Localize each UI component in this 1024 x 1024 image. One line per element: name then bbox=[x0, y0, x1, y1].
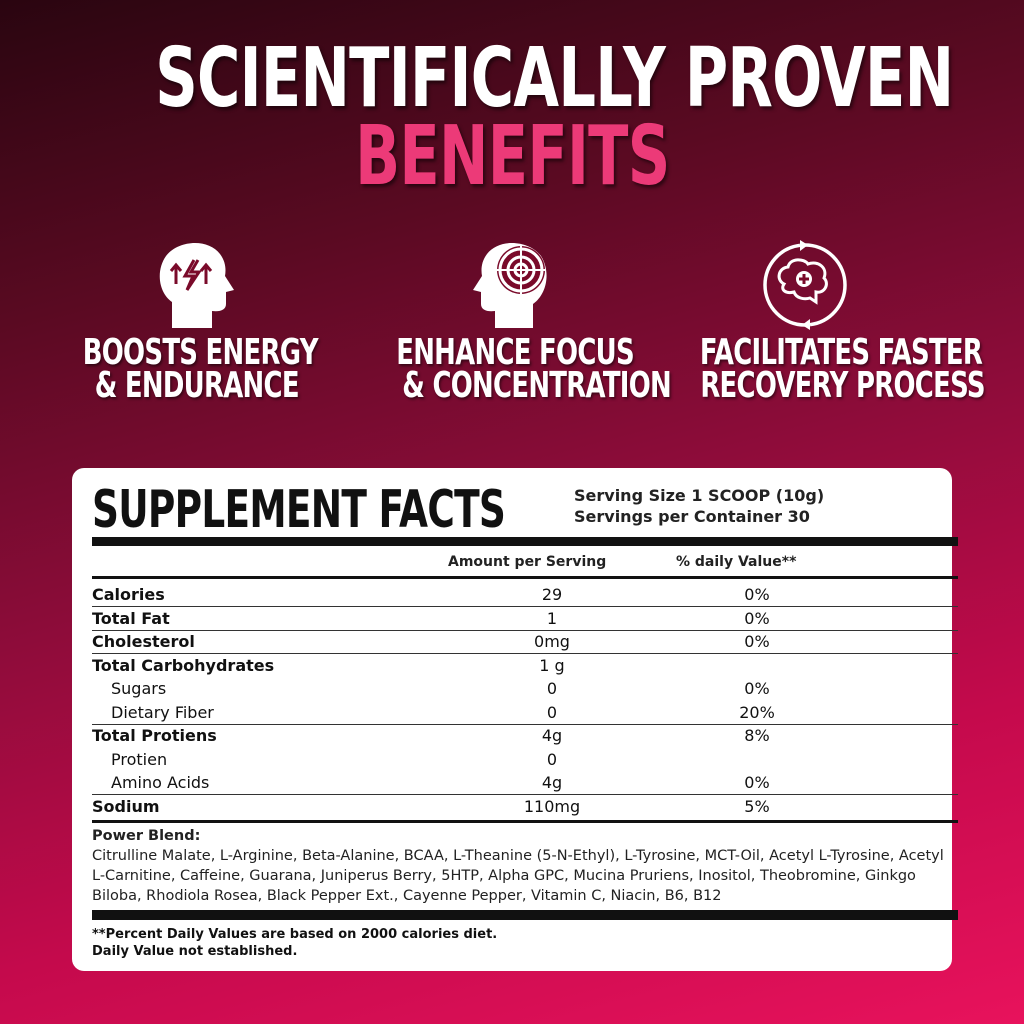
nutrition-row: Cholesterol 0mg 0% bbox=[92, 630, 958, 654]
row-amount: 0 bbox=[546, 679, 558, 698]
row-label: Sugars bbox=[111, 679, 167, 698]
col-amount-header: Amount per Serving bbox=[448, 554, 607, 570]
divider-medium bbox=[92, 820, 958, 823]
row-daily-value: 8% bbox=[744, 726, 770, 745]
benefit-focus: ENHANCE FOCUS & CONCENTRATION bbox=[350, 240, 672, 404]
row-label: Cholesterol bbox=[92, 632, 195, 651]
row-daily-value: 5% bbox=[744, 796, 770, 816]
row-divider bbox=[92, 723, 958, 725]
row-amount: 0mg bbox=[534, 632, 570, 651]
serving-info: Serving Size 1 SCOOP (10g) Servings per … bbox=[574, 486, 825, 526]
row-daily-value: 0% bbox=[744, 608, 770, 628]
nutrition-row: Total Fat 1 0% bbox=[92, 607, 958, 631]
row-amount: 0 bbox=[546, 749, 558, 769]
divider-thick bbox=[92, 910, 958, 920]
row-label: Total Fat bbox=[92, 608, 170, 628]
brain-recovery-icon bbox=[763, 240, 847, 330]
footnotes: **Percent Daily Values are based on 2000… bbox=[92, 927, 498, 959]
nutrition-row: Total Protiens 4g 8% bbox=[92, 724, 958, 748]
power-blend: Power Blend: Citrulline Malate, L-Argini… bbox=[92, 828, 944, 904]
row-divider bbox=[92, 606, 958, 607]
headline-line1: SCIENTIFICALLY PROVEN bbox=[155, 31, 954, 126]
benefit-recovery: FACILITATES FASTER RECOVERY PROCESS bbox=[645, 240, 986, 404]
row-amount: 29 bbox=[541, 585, 563, 604]
row-label: Total Protiens bbox=[92, 726, 217, 745]
row-daily-value: 20% bbox=[739, 702, 775, 722]
row-divider bbox=[92, 653, 958, 654]
row-amount: 110mg bbox=[523, 796, 581, 816]
divider-medium bbox=[92, 576, 958, 579]
row-label: Protien bbox=[111, 749, 168, 769]
row-daily-value: 0% bbox=[744, 585, 770, 604]
nutrition-row: Protien 0 bbox=[92, 748, 958, 772]
row-label: Dietary Fiber bbox=[111, 702, 214, 722]
head-target-icon bbox=[473, 242, 547, 328]
benefit-energy: BOOSTS ENERGY & ENDURANCE bbox=[37, 240, 357, 404]
nutrition-row: Sugars 0 0% bbox=[92, 677, 958, 701]
row-daily-value: 0% bbox=[744, 632, 770, 651]
row-divider bbox=[92, 629, 958, 631]
row-amount: 4g bbox=[541, 726, 563, 745]
nutrition-row: Calories 29 0% bbox=[92, 583, 958, 607]
col-dv-header: % daily Value** bbox=[676, 554, 797, 570]
nutrition-row: Sodium 110mg 5% bbox=[92, 795, 958, 819]
head-energy-icon bbox=[159, 242, 234, 328]
row-daily-value: 0% bbox=[744, 679, 770, 698]
divider-thick bbox=[92, 537, 958, 546]
row-label: Calories bbox=[92, 585, 165, 604]
row-amount: 4g bbox=[541, 773, 563, 792]
nutrition-row: Total Carbohydrates 1 g bbox=[92, 654, 958, 678]
supplement-facts-panel: SUPPLEMENT FACTS Serving Size 1 SCOOP (1… bbox=[72, 468, 958, 971]
row-divider bbox=[92, 794, 958, 795]
row-amount: 1 g bbox=[539, 655, 565, 675]
row-amount: 0 bbox=[546, 702, 558, 722]
row-amount: 1 bbox=[546, 608, 558, 628]
row-label: Total Carbohydrates bbox=[92, 655, 275, 675]
row-daily-value: 0% bbox=[744, 773, 770, 792]
facts-title: SUPPLEMENT FACTS bbox=[92, 480, 506, 540]
row-label: Sodium bbox=[92, 796, 160, 816]
nutrition-row: Dietary Fiber 0 20% bbox=[92, 701, 958, 725]
nutrition-row: Amino Acids 4g 0% bbox=[92, 771, 958, 795]
row-label: Amino Acids bbox=[111, 773, 210, 792]
headline-line2: BENEFITS bbox=[354, 109, 670, 204]
